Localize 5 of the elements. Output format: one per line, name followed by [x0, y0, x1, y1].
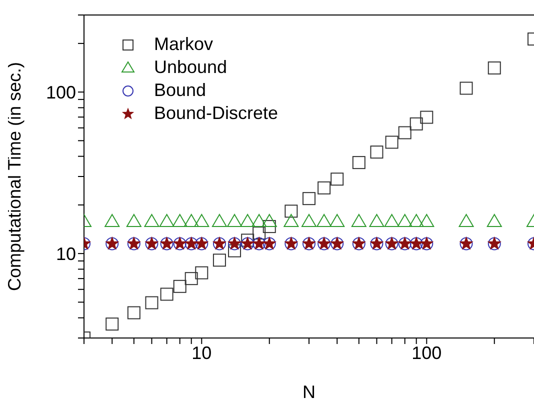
legend-label: Unbound [154, 57, 228, 78]
legend-label: Markov [154, 34, 214, 55]
x-axis-title: N [302, 382, 316, 402]
legend-label: Bound-Discrete [154, 103, 278, 124]
legend-label: Bound [154, 80, 206, 101]
